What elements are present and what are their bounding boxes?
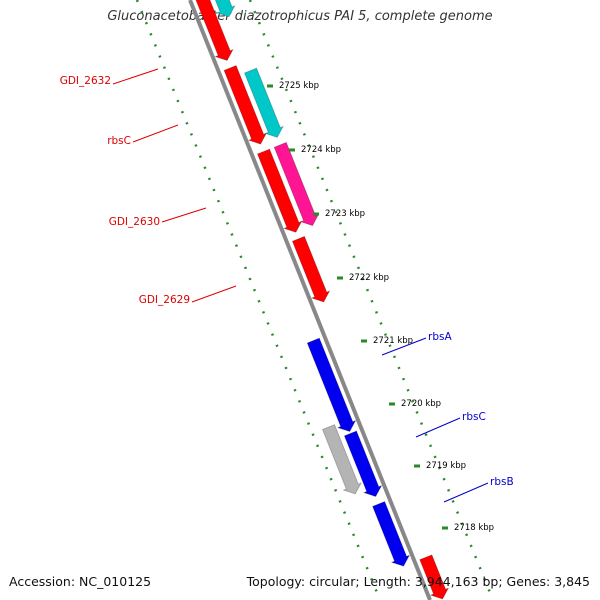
gene-label-leader [112,68,159,85]
gene-red-4 [291,235,331,303]
gene-label: GDI_2629 [139,294,190,306]
gene-gray-1 [321,424,362,495]
scale-tick-label: 2723 kbp [325,209,365,219]
gene-label-leader [415,417,461,438]
backbone-line [188,0,432,600]
scale-tick-label: 2719 kbp [426,461,466,471]
gene-cyan-1 [214,0,236,18]
gene-red-3 [256,148,303,233]
gene-red-5 [419,554,450,600]
gene-label: rbsC [462,411,486,423]
gene-cyan-rbsc [243,67,284,138]
gene-label-leader [443,482,489,503]
gene-magenta-gdi2630 [273,141,320,227]
gene-label-leader [132,124,179,143]
scale-tick-label: 2721 kbp [373,336,413,346]
gene-label: GDI_2632 [60,75,111,87]
gene-label: GDI_2630 [109,216,160,228]
gene-label: rbsC [107,135,131,147]
gene-label: rbsA [428,331,452,343]
scale-tick-label: 2724 kbp [301,145,341,155]
gene-label-leader [381,337,427,356]
genome-summary-text: Topology: circular; Length: 3,944,163 bp… [246,574,590,589]
scale-tick-label: 2725 kbp [279,81,319,91]
gene-label: rbsB [490,476,514,488]
gene-label-leader [191,285,237,303]
gene-blue-rbsa [306,337,357,433]
scale-tick-label: 2722 kbp [349,273,389,283]
scale-tick-label: 2720 kbp [401,399,441,409]
accession-text: Accession: NC_010125 [9,574,152,589]
gene-blue-rbsc [343,430,383,498]
gene-red-2 [223,65,268,145]
gene-red-1 [195,0,234,62]
scale-tick-label: 2718 kbp [454,523,494,533]
gene-blue-rbsb [372,501,411,567]
gene-label-leader [161,207,207,223]
